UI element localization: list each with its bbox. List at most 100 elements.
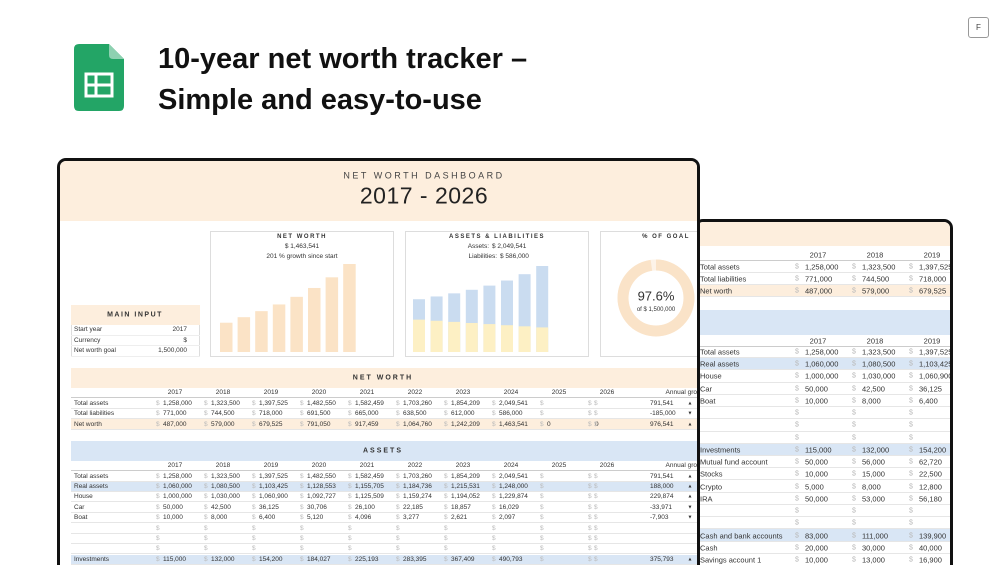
currency: $ [795,263,799,271]
currency: $ [156,482,160,490]
bar [220,322,233,352]
cell-value: 1,582,459 [355,472,384,480]
card-title: NET WORTH [277,234,327,240]
currency: $ [852,507,856,515]
growth-value: 188,000 [650,482,674,490]
currency: $ [252,534,256,542]
currency: $ [300,493,304,501]
currency: $ [252,472,256,480]
cell-value: 638,500 [403,409,427,417]
currency: $ [852,287,856,295]
currency: $ [156,503,160,511]
back-band [697,310,950,335]
currency: $ [588,493,592,501]
table-row [71,554,697,565]
currency: $ [588,513,592,521]
currency: $ [300,503,304,511]
currency: $ [588,472,592,480]
row-label: Total liabilities [700,274,747,284]
cell-value: 4,096 [355,513,372,521]
table-row [697,529,950,542]
currency: $ [300,513,304,521]
column-header: 2026 [599,461,615,469]
currency: $ [795,556,799,564]
card-title: ASSETS & LIABILITIES [448,234,546,240]
growth-value: 375,793 [650,555,674,563]
currency: $ [594,399,598,407]
liabilities-bar [536,327,549,352]
cell-value: 771,000 [805,274,833,284]
column-header: 2018 [215,388,231,396]
cell-value: 50,000 [805,494,828,504]
liabilities-bar [518,326,531,352]
currency: $ [348,513,352,521]
cell-value: 225,193 [355,555,379,563]
row-label: Investments [700,445,741,455]
cell-value: 1,397,525 [919,347,953,357]
cell-value: 1,482,550 [307,399,336,407]
header-row [697,249,950,261]
row-label: Real assets [700,359,740,369]
row-label: Mutual fund account [700,457,768,467]
cell-value: 487,000 [163,420,187,428]
cell-value: 20,000 [805,543,828,552]
currency: $ [909,409,913,417]
currency: $ [252,409,256,417]
mini-chart [617,259,695,337]
currency: $ [156,399,160,407]
header-row [697,335,950,347]
cell-value: 1,854,209 [451,472,480,480]
cell-value: 1,323,500 [862,347,896,357]
growth-value: -7,903 [650,513,669,521]
growth-header: Annual gro [665,461,697,469]
cell-value: 579,000 [862,286,890,296]
currency: $ [795,409,799,417]
cell-value: 744,500 [211,409,235,417]
cell-value: 1,103,425 [919,359,953,369]
cell-value: 1,060,900 [919,371,953,381]
currency: $ [795,348,799,356]
header-row [71,461,697,471]
cell-value: 62,720 [919,457,942,467]
currency: $ [396,472,400,480]
table-row [71,481,697,493]
cell-value: 579,000 [211,420,235,428]
currency: $ [909,372,913,380]
cell-value: 30,000 [862,543,885,552]
currency: $ [909,544,913,552]
cell-value: 1,323,500 [862,262,896,272]
currency: $ [852,421,856,429]
table-row [697,395,950,408]
input-value: 1,500,000 [158,346,187,354]
currency: $ [909,397,913,405]
currency: $ [852,434,856,442]
mini-chart [413,266,549,352]
table-title: ASSETS [362,447,404,455]
table-row [71,419,697,430]
table-row [697,419,950,432]
currency: $ [348,420,352,428]
currency: $ [300,399,304,407]
currency: $ [852,446,856,454]
table-row [71,471,697,482]
currency: $ [909,532,913,540]
cell-value: 50,000 [163,503,183,511]
currency: $ [300,555,304,563]
cell-value: 1,854,209 [451,399,480,407]
currency: $ [348,409,352,417]
cell-value: 1,103,425 [259,482,288,490]
assets-label: Assets: [467,242,489,250]
currency: $ [795,507,799,515]
cell-value: 1,159,274 [403,493,432,501]
currency: $ [594,503,598,511]
cell-value: 5,120 [307,513,324,521]
cell-value: 154,200 [259,555,283,563]
currency: $ [594,534,598,542]
cell-value: 1,258,000 [163,399,192,407]
currency: $ [540,503,544,511]
currency: $ [588,545,592,553]
currency: $ [909,360,913,368]
currency: $ [300,534,304,542]
assets-value: $ 2,049,541 [492,242,527,250]
column-header: 2023 [455,461,471,469]
